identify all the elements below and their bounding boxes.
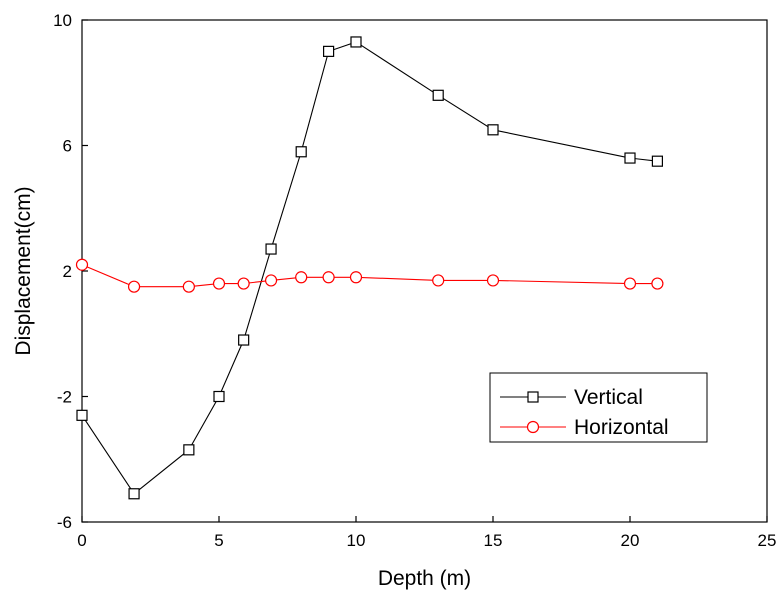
x-tick-label: 10 <box>347 531 366 550</box>
series-line-horizontal <box>81 264 658 288</box>
x-tick-label: 25 <box>758 531 777 550</box>
y-tick-label: 10 <box>53 11 72 30</box>
data-point-horizontal <box>75 258 89 271</box>
data-point-vertical <box>624 152 636 164</box>
data-point-vertical <box>295 146 307 158</box>
data-point-vertical <box>265 243 277 255</box>
y-axis-title: Displacement(cm) <box>12 186 35 355</box>
x-tick-label: 5 <box>214 531 223 550</box>
axis-ticks: 0 5 10 15 20 25 -6 -2 2 6 10 <box>53 11 776 550</box>
y-tick-label: 2 <box>63 262 72 281</box>
data-point-vertical <box>238 334 250 346</box>
data-point-vertical <box>323 45 335 57</box>
data-point-vertical <box>213 390 225 403</box>
data-point-vertical <box>183 444 195 456</box>
data-point-horizontal <box>623 277 637 290</box>
legend-box <box>489 372 708 443</box>
x-tick-label: 20 <box>621 531 640 550</box>
x-axis-title: Depth (m) <box>378 567 471 590</box>
series-vertical <box>76 36 664 500</box>
data-point-horizontal <box>264 274 278 287</box>
y-tick-label: 6 <box>63 137 72 156</box>
legend-label-horizontal: Horizontal <box>574 416 669 439</box>
data-point-vertical <box>651 155 664 167</box>
data-point-horizontal <box>127 280 141 293</box>
data-point-vertical <box>487 124 499 136</box>
series-horizontal <box>75 258 664 293</box>
data-point-horizontal <box>651 277 664 290</box>
series-layer <box>75 36 664 500</box>
legend-marker-vertical <box>527 391 539 403</box>
y-tick-label: -2 <box>57 388 72 407</box>
data-point-vertical <box>128 488 140 500</box>
data-point-horizontal <box>349 271 363 284</box>
data-point-vertical <box>350 36 362 48</box>
data-point-horizontal <box>432 274 445 287</box>
x-tick-label: 15 <box>484 531 503 550</box>
data-point-vertical <box>76 409 88 421</box>
data-point-vertical <box>432 89 444 101</box>
legend: Vertical Horizontal <box>489 372 708 443</box>
x-tick-label: 0 <box>77 531 86 550</box>
legend-label-vertical: Vertical <box>574 386 643 409</box>
data-point-horizontal <box>486 274 500 287</box>
data-point-horizontal <box>237 277 250 290</box>
data-point-horizontal <box>212 277 226 290</box>
legend-marker-horizontal <box>526 420 540 434</box>
data-point-horizontal <box>295 271 308 284</box>
y-tick-label: -6 <box>57 513 72 532</box>
data-point-horizontal <box>322 271 335 284</box>
data-point-horizontal <box>182 280 195 293</box>
